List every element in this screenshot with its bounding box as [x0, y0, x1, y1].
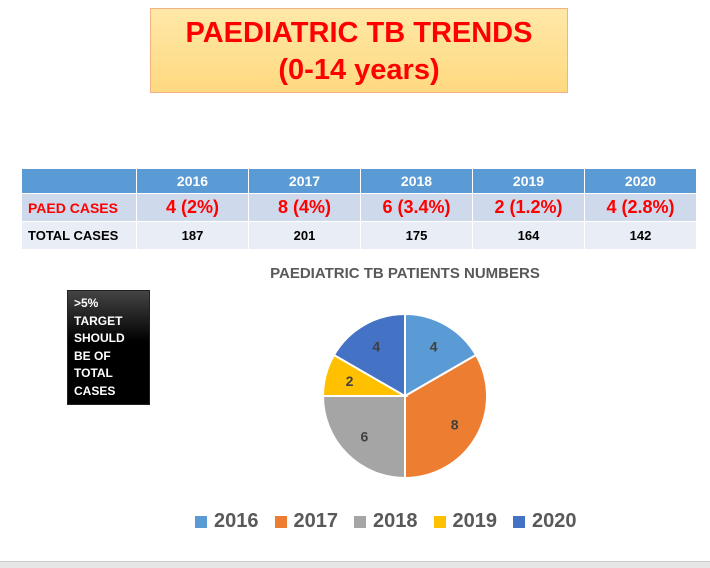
legend-label: 2019 [452, 510, 498, 532]
legend-item: 2018 [354, 510, 418, 533]
total-cell: 187 [136, 221, 249, 250]
paed-cell: 8 (4%) [248, 193, 361, 222]
legend-item: 2020 [513, 510, 577, 533]
bottom-bar [0, 561, 710, 568]
chart-title: PAEDIATRIC TB PATIENTS NUMBERS [270, 265, 540, 282]
legend-item: 2017 [274, 510, 339, 533]
target-note: >5% TARGET SHOULD BE OF TOTAL CASES [67, 290, 150, 405]
pie-slice-2017 [404, 353, 488, 480]
paed-cell: 4 (2.8%) [584, 193, 697, 222]
legend-swatch [354, 515, 366, 528]
legend-label: 2017 [293, 510, 339, 532]
legend-swatch [274, 515, 287, 528]
pie-data-label: 6 [361, 429, 369, 445]
pie-slice-2016 [404, 312, 478, 398]
legend-swatch [433, 515, 446, 528]
total-cell: 201 [248, 221, 361, 250]
total-cell: 142 [584, 221, 697, 250]
legend-label: 2020 [532, 510, 577, 532]
header-year: 2018 [360, 168, 473, 194]
chart-legend: 2016 2017 2018 2019 2020 [195, 510, 577, 533]
table-row-total: TOTAL CASES 187 201 175 164 142 [21, 221, 697, 250]
legend-item: 2016 [195, 510, 259, 533]
pie-data-label: 8 [451, 417, 459, 433]
legend-label: 2018 [373, 510, 418, 532]
pie-data-label: 4 [372, 338, 380, 354]
header-year: 2019 [472, 168, 585, 194]
pie-slice-2018 [321, 395, 406, 480]
title-line-2: (0-14 years) [278, 54, 440, 86]
title-line-1: PAEDIATRIC TB TRENDS [185, 17, 533, 49]
slide-title: PAEDIATRIC TB TRENDS (0-14 years) [150, 8, 568, 93]
table-header-row: 2016 2017 2018 2019 2020 [21, 168, 697, 194]
cases-table: 2016 2017 2018 2019 2020 PAED CASES 4 (2… [21, 168, 697, 250]
pie-data-label: 4 [430, 338, 438, 354]
note-line: CASES [74, 383, 116, 398]
pie-slice-2020 [332, 312, 406, 398]
legend-swatch [195, 515, 207, 528]
row-label: PAED CASES [21, 193, 137, 222]
note-line: TARGET [74, 313, 123, 328]
note-line: BE OF [74, 348, 111, 363]
header-year: 2020 [584, 168, 697, 194]
paed-cell: 6 (3.4%) [360, 193, 473, 222]
legend-item: 2019 [433, 510, 498, 533]
legend-swatch [513, 515, 525, 528]
paed-cell: 4 (2%) [136, 193, 249, 222]
total-cell: 175 [360, 221, 473, 250]
note-line: TOTAL [74, 366, 113, 380]
table-row-paed: PAED CASES 4 (2%) 8 (4%) 6 (3.4%) 2 (1.2… [21, 193, 697, 222]
paed-cell: 2 (1.2%) [472, 193, 585, 222]
note-line: SHOULD [74, 331, 125, 345]
note-line: >5% [74, 296, 99, 310]
row-label: TOTAL CASES [21, 221, 137, 250]
legend-label: 2016 [214, 510, 259, 532]
total-cell: 164 [472, 221, 585, 250]
pie-data-label: 2 [346, 373, 354, 389]
